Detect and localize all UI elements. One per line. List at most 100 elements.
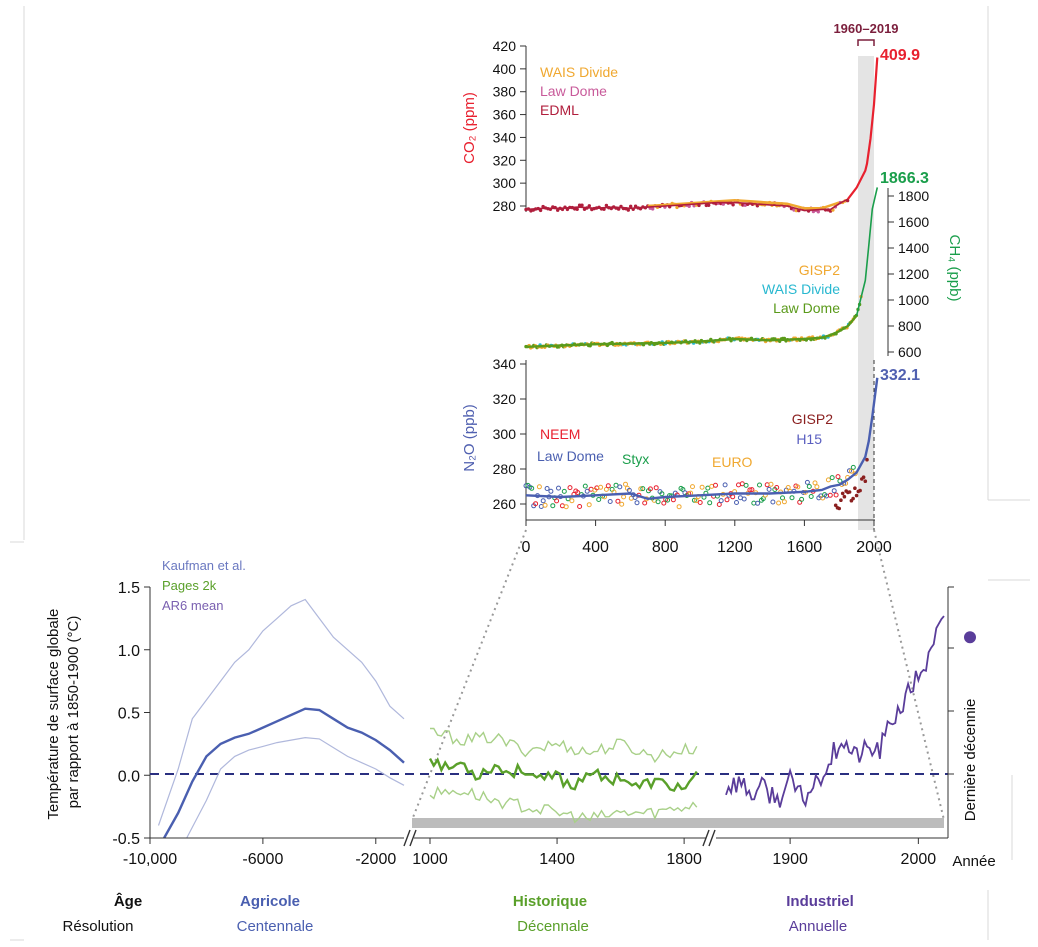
co2-data-point <box>651 207 655 211</box>
gas-x-ticks: 0 400 800 1200 1600 2000 <box>522 520 892 556</box>
n2o-data-point <box>707 500 713 506</box>
co2-y-tick-label: 300 <box>493 175 517 191</box>
ch4-recent-line <box>855 187 879 316</box>
co2-y-tick-label: 320 <box>493 152 517 168</box>
temp-y-tick-label: 1.0 <box>118 643 140 660</box>
temp-x-tick-label: 1800 <box>666 851 702 868</box>
period-bracket <box>857 39 875 46</box>
ch4-final-value: 1866.3 <box>880 170 929 187</box>
ch4-legend-law-dome: Law Dome <box>773 300 840 316</box>
n2o-data-point <box>655 499 661 505</box>
co2-data-point <box>538 208 543 213</box>
n2o-data-point <box>556 485 561 491</box>
n2o-legend-styx: Styx <box>622 451 649 467</box>
n2o-data-point <box>567 485 573 491</box>
gas-x-tick-label: 800 <box>652 539 679 556</box>
n2o-data-point <box>718 498 724 504</box>
co2-data-point <box>675 205 679 210</box>
co2-data-point <box>731 203 735 207</box>
gas-x-tick-label: 1600 <box>787 539 823 556</box>
temperature-series <box>157 598 945 839</box>
n2o-data-point <box>533 501 539 507</box>
n2o-data-point <box>757 482 762 488</box>
zoom-connector-right <box>873 529 945 821</box>
n2o-data-point <box>536 484 542 490</box>
n2o-law-dome-line <box>525 377 879 501</box>
n2o-data-point <box>550 503 556 509</box>
temp-series-ar6-mean <box>725 615 945 808</box>
era-agricole: Agricole <box>240 893 300 910</box>
co2-y-tick-label: 360 <box>493 107 517 123</box>
co2-data-point <box>575 207 579 211</box>
n2o-data-point <box>653 485 659 491</box>
co2-y-tick-label: 280 <box>493 198 517 214</box>
temp-series-pages-2k-lower <box>429 785 698 824</box>
n2o-data-point <box>833 492 839 498</box>
temp-x-ticks: -10,000 -6000 -2000 1000 1400 1800 1900 2000 <box>123 838 936 868</box>
temp-axis-title-line1: Température de surface globale <box>45 609 62 820</box>
n2o-data-point <box>665 497 671 503</box>
n2o-gisp2-point <box>837 506 841 511</box>
n2o-data-point <box>713 482 718 488</box>
co2-data-point <box>604 203 609 208</box>
n2o-data-point <box>699 484 705 490</box>
ch4-y-tick-label: 1200 <box>898 266 929 282</box>
n2o-data-point <box>690 484 695 490</box>
n2o-data-point <box>605 483 611 489</box>
age-label: Âge <box>114 892 142 910</box>
n2o-data-point <box>598 484 604 490</box>
n2o-data-point <box>691 497 697 503</box>
n2o-data-point <box>676 504 682 510</box>
n2o-data-point <box>634 500 640 506</box>
n2o-data-point <box>542 502 548 508</box>
gas-x-tick-label: 400 <box>582 539 609 556</box>
gas-panel: 1960–2019 280 300 320 340 360 380 400 420 CO₂ (… <box>461 21 963 556</box>
co2-subpanel: 280 300 320 340 360 380 400 420 CO₂ (ppm) WAIS … <box>461 38 920 214</box>
n2o-gisp2-point <box>847 490 852 494</box>
co2-y-tick-label: 380 <box>493 84 517 100</box>
n2o-data-point <box>554 498 560 504</box>
ch4-y-tick-label: 1400 <box>898 240 929 256</box>
n2o-data-point <box>741 496 747 502</box>
era-industriel: Industriel <box>786 893 854 910</box>
n2o-data-point <box>829 475 835 481</box>
era-industriel-resolution: Annuelle <box>789 918 847 935</box>
n2o-data-point <box>825 477 831 483</box>
n2o-data-point <box>596 497 602 502</box>
co2-recent-line <box>847 57 879 200</box>
n2o-legend-gisp2: GISP2 <box>792 411 833 427</box>
temp-x-tick-label: -6000 <box>242 851 283 868</box>
n2o-data-point <box>561 488 567 494</box>
n2o-data-point <box>586 502 592 508</box>
temp-y-tick-label: -0.5 <box>112 831 140 848</box>
n2o-y-ticks: 260 280 300 320 340 <box>493 356 526 512</box>
n2o-legend-euro: EURO <box>712 454 753 470</box>
temp-x-tick-label: -10,000 <box>123 851 177 868</box>
co2-data-point <box>707 203 711 207</box>
co2-data-point <box>626 208 630 212</box>
n2o-data-point <box>804 479 810 485</box>
co2-data-point <box>577 203 582 207</box>
n2o-y-tick-label: 300 <box>493 426 517 442</box>
n2o-legend-neem: NEEM <box>540 426 580 442</box>
temp-axis-title-line2: par rapport à 1850-1900 (°C) <box>65 616 82 809</box>
last-decade-label: Dernière décennie <box>962 699 979 822</box>
n2o-data-point <box>722 482 728 488</box>
temp-series-kaufman-et-al <box>163 707 405 839</box>
n2o-data-point <box>607 499 613 504</box>
co2-data-point <box>587 204 591 208</box>
zoom-connector-left <box>411 529 527 821</box>
n2o-data-point <box>621 494 627 500</box>
n2o-gisp2-point <box>833 503 838 508</box>
n2o-data-point <box>575 490 581 495</box>
n2o-data-point <box>774 485 780 490</box>
resolution-label: Résolution <box>63 918 134 935</box>
legend-ar6-mean: AR6 mean <box>162 598 223 613</box>
n2o-data-point <box>743 482 749 488</box>
temp-series-kaufman-et-al-upper <box>157 598 405 826</box>
n2o-data-point <box>623 481 628 487</box>
ch4-y-tick-label: 800 <box>898 318 922 334</box>
n2o-data-point <box>640 486 646 492</box>
